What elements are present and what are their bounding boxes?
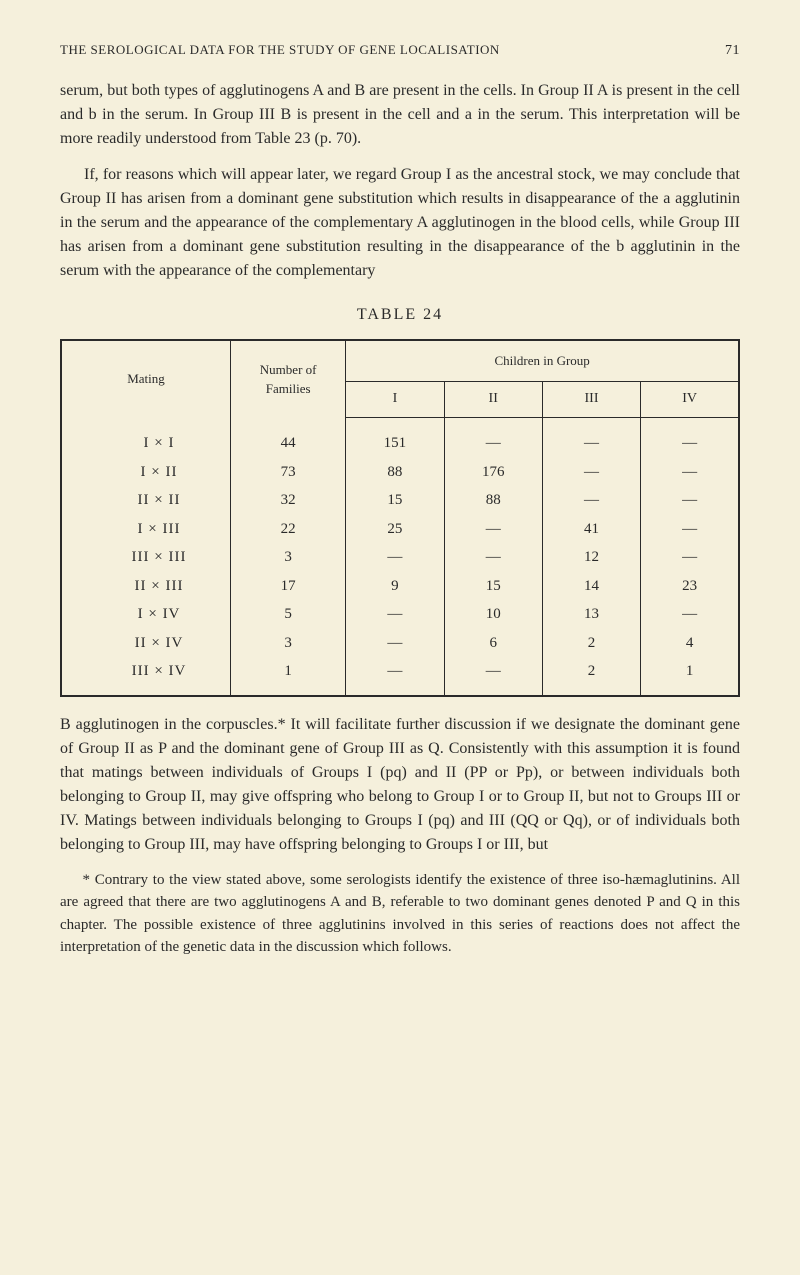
table-row: I × I44151———: [61, 429, 739, 458]
cell-child-c4: —: [641, 543, 739, 572]
cell-child-c4: 4: [641, 629, 739, 658]
cell-families: 5: [231, 600, 346, 629]
cell-mating: I × I: [61, 429, 231, 458]
table-body: I × I44151———I × II7388176——II × II32158…: [61, 417, 739, 696]
paragraph-2: If, for reasons which will appear later,…: [60, 163, 740, 283]
cell-child-c3: 2: [542, 629, 640, 658]
table-row: I × IV5—1013—: [61, 600, 739, 629]
table-row: II × II321588——: [61, 486, 739, 515]
cell-child-c1: 88: [346, 458, 444, 487]
cell-child-c4: —: [641, 486, 739, 515]
cell-families: 22: [231, 515, 346, 544]
cell-child-c1: —: [346, 543, 444, 572]
cell-child-c1: 25: [346, 515, 444, 544]
col-header-families: Number of Families: [231, 340, 346, 417]
cell-mating: I × II: [61, 458, 231, 487]
data-table: Mating Number of Families Children in Gr…: [60, 339, 740, 697]
cell-child-c2: —: [444, 515, 542, 544]
cell-families: 44: [231, 429, 346, 458]
table-header-row-1: Mating Number of Families Children in Gr…: [61, 340, 739, 381]
cell-child-c1: —: [346, 657, 444, 696]
paragraph-1: serum, but both types of agglutinogens A…: [60, 79, 740, 151]
col-header-IV: IV: [641, 381, 739, 417]
cell-child-c4: 23: [641, 572, 739, 601]
cell-child-c1: 9: [346, 572, 444, 601]
cell-child-c2: 88: [444, 486, 542, 515]
table-row: II × IV3—624: [61, 629, 739, 658]
table-row: I × III2225—41—: [61, 515, 739, 544]
cell-child-c3: 13: [542, 600, 640, 629]
cell-families: 73: [231, 458, 346, 487]
cell-child-c3: 41: [542, 515, 640, 544]
page-number: 71: [725, 40, 740, 61]
cell-mating: II × II: [61, 486, 231, 515]
cell-child-c2: —: [444, 543, 542, 572]
cell-child-c2: 6: [444, 629, 542, 658]
cell-child-c1: 151: [346, 429, 444, 458]
cell-families: 17: [231, 572, 346, 601]
cell-mating: III × III: [61, 543, 231, 572]
cell-mating: III × IV: [61, 657, 231, 696]
cell-child-c3: —: [542, 458, 640, 487]
table-row: III × III3——12—: [61, 543, 739, 572]
table-row: II × III179151423: [61, 572, 739, 601]
table-spacer-row: [61, 417, 739, 429]
cell-child-c4: —: [641, 458, 739, 487]
cell-child-c2: 15: [444, 572, 542, 601]
cell-child-c3: 2: [542, 657, 640, 696]
running-head-title: THE SEROLOGICAL DATA FOR THE STUDY OF GE…: [60, 40, 500, 61]
cell-families: 3: [231, 543, 346, 572]
cell-child-c4: —: [641, 515, 739, 544]
table-row: III × IV1——21: [61, 657, 739, 696]
cell-families: 1: [231, 657, 346, 696]
col-header-II: II: [444, 381, 542, 417]
col-header-I: I: [346, 381, 444, 417]
cell-child-c2: 10: [444, 600, 542, 629]
cell-child-c2: —: [444, 657, 542, 696]
cell-mating: II × IV: [61, 629, 231, 658]
cell-child-c2: —: [444, 429, 542, 458]
cell-child-c1: —: [346, 629, 444, 658]
cell-child-c3: 12: [542, 543, 640, 572]
cell-families: 3: [231, 629, 346, 658]
cell-child-c1: —: [346, 600, 444, 629]
paragraph-3: B agglutinogen in the corpuscles.* It wi…: [60, 713, 740, 857]
running-head: THE SEROLOGICAL DATA FOR THE STUDY OF GE…: [60, 40, 740, 61]
cell-child-c4: —: [641, 600, 739, 629]
cell-child-c3: —: [542, 486, 640, 515]
table-row: I × II7388176——: [61, 458, 739, 487]
cell-families: 32: [231, 486, 346, 515]
col-header-mating: Mating: [61, 340, 231, 417]
cell-mating: II × III: [61, 572, 231, 601]
cell-child-c4: —: [641, 429, 739, 458]
col-header-III: III: [542, 381, 640, 417]
cell-child-c3: —: [542, 429, 640, 458]
cell-child-c1: 15: [346, 486, 444, 515]
cell-mating: I × III: [61, 515, 231, 544]
cell-mating: I × IV: [61, 600, 231, 629]
col-header-children: Children in Group: [346, 340, 739, 381]
table-caption: TABLE 24: [60, 303, 740, 327]
cell-child-c2: 176: [444, 458, 542, 487]
cell-child-c4: 1: [641, 657, 739, 696]
cell-child-c3: 14: [542, 572, 640, 601]
footnote: * Contrary to the view stated above, som…: [60, 869, 740, 959]
